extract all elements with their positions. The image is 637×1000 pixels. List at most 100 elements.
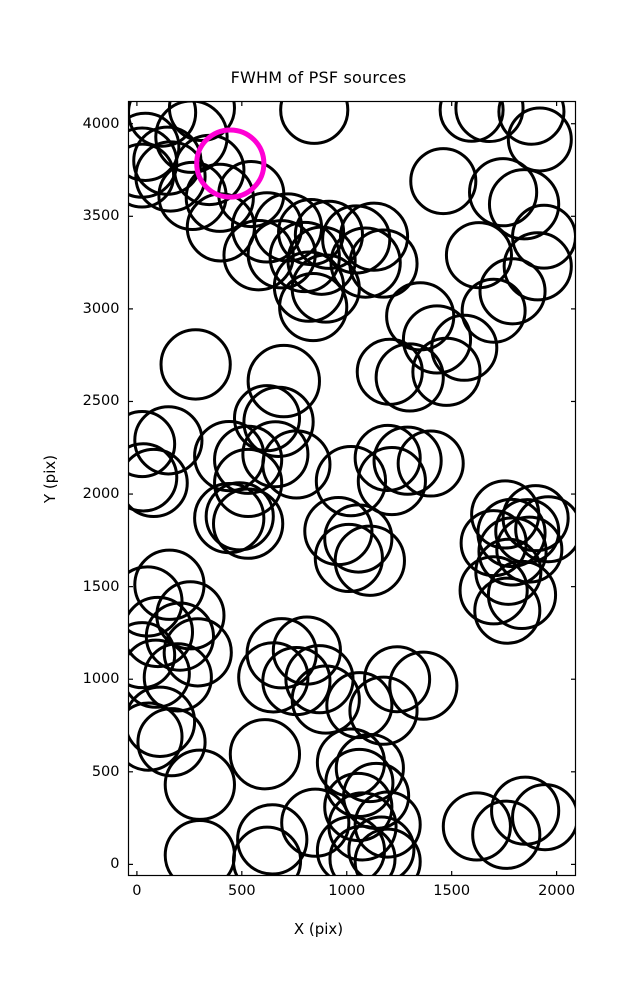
source-circle	[213, 424, 284, 495]
y-tick-label: 1000	[82, 671, 120, 688]
source-circle	[237, 641, 310, 714]
y-tick-label: 2000	[82, 486, 120, 503]
source-circle	[473, 576, 542, 645]
source-circle	[328, 824, 397, 876]
source-circle	[211, 487, 285, 560]
source-circle	[128, 595, 194, 669]
source-circle	[401, 304, 473, 375]
x-tick-label: 2000	[538, 882, 576, 899]
source-circle	[477, 516, 548, 587]
source-circle	[314, 444, 388, 518]
source-circle	[293, 199, 365, 270]
source-circle	[154, 101, 229, 174]
source-circle	[363, 645, 432, 714]
source-circle	[280, 787, 351, 858]
source-circle	[438, 101, 505, 143]
source-circle	[474, 537, 543, 606]
page-title: FWHM of PSF sources	[230, 68, 407, 87]
source-circle	[144, 601, 215, 672]
y-axis-label: Y (pix)	[41, 454, 59, 504]
source-circle	[313, 522, 384, 594]
source-circle	[506, 106, 573, 173]
source-circle	[411, 336, 482, 407]
y-tick-label: 500	[91, 763, 120, 780]
source-circle	[128, 101, 198, 148]
data-points-group	[128, 101, 576, 876]
highlighted-source-circle	[194, 127, 267, 200]
source-circle	[261, 429, 332, 500]
y-tick-label: 3500	[82, 208, 120, 225]
source-circle	[372, 425, 443, 496]
source-circle	[128, 410, 177, 479]
source-circle	[333, 524, 406, 597]
plot-background	[128, 101, 576, 876]
source-circle	[502, 231, 573, 302]
source-circle	[347, 815, 416, 876]
source-circle	[487, 168, 561, 241]
source-circle	[128, 447, 189, 519]
source-circle	[486, 559, 558, 631]
source-circle	[348, 675, 419, 746]
y-tick-label: 0	[110, 856, 120, 873]
source-circle	[134, 140, 207, 213]
source-circle	[231, 825, 303, 876]
y-tick-label: 4000	[82, 115, 120, 132]
x-axis-label: X (pix)	[293, 920, 344, 938]
source-circle	[356, 446, 427, 517]
y-tick-label: 2500	[82, 393, 120, 410]
source-circle	[128, 638, 191, 709]
x-tick-label: 1500	[433, 882, 471, 899]
source-circle	[338, 201, 410, 272]
source-circle	[236, 803, 309, 876]
x-tick-label: 0	[132, 882, 142, 899]
source-circle	[476, 497, 547, 569]
source-circle	[159, 328, 232, 401]
source-circle	[272, 250, 346, 323]
source-circle	[155, 580, 226, 651]
source-circle	[323, 503, 394, 574]
source-circle	[128, 111, 181, 182]
source-circle	[454, 101, 525, 144]
y-tick-label: 3000	[82, 300, 120, 317]
source-circle	[246, 219, 317, 290]
tick-marks-group	[128, 101, 576, 876]
source-circle	[471, 799, 542, 870]
source-circle	[162, 617, 233, 688]
source-circle	[128, 442, 179, 513]
source-circle	[495, 515, 564, 584]
source-circle	[478, 257, 547, 326]
source-circle	[278, 271, 349, 343]
source-circle	[468, 157, 539, 228]
source-circle	[458, 555, 529, 626]
source-circle	[142, 642, 213, 713]
source-circle	[441, 791, 512, 862]
source-circle	[128, 701, 184, 772]
source-circle	[290, 664, 361, 735]
source-circle	[353, 423, 422, 492]
source-circle	[290, 253, 361, 324]
source-circle	[497, 101, 566, 146]
source-circle	[133, 405, 204, 476]
source-circle	[353, 790, 422, 859]
source-circle	[353, 827, 422, 876]
y-tick-label: 1500	[82, 578, 120, 595]
source-circle	[242, 385, 315, 458]
source-circle	[241, 420, 310, 489]
source-circle	[334, 733, 405, 804]
x-tick-label: 500	[227, 882, 256, 899]
source-circle	[430, 313, 499, 382]
source-circle	[511, 203, 576, 270]
source-circle	[409, 147, 478, 216]
source-circle	[204, 481, 275, 552]
axes-frame	[127, 100, 577, 877]
x-tick-label: 1000	[328, 882, 366, 899]
source-circle	[511, 783, 576, 852]
source-circle	[128, 685, 197, 758]
source-circle	[228, 718, 302, 791]
source-circle	[315, 815, 387, 876]
source-circle	[136, 707, 207, 778]
source-circle	[514, 495, 576, 564]
source-circle	[396, 429, 465, 498]
